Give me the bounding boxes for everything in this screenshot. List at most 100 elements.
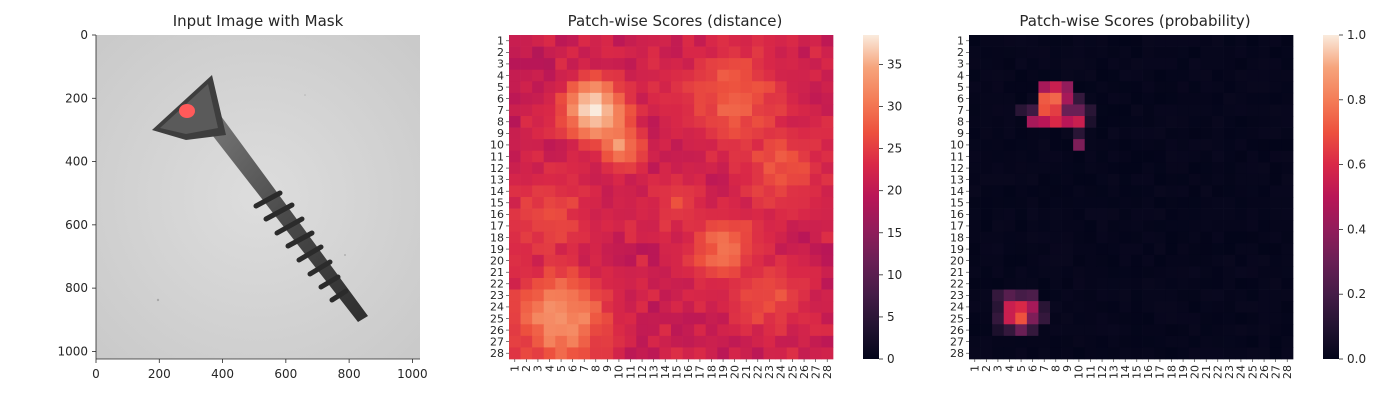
heatmap-cell	[1200, 69, 1213, 82]
heatmap-row-label: 26	[490, 324, 504, 337]
heatmap-cell	[1177, 301, 1190, 314]
heatmap-cell	[1188, 278, 1201, 290]
heatmap-row-label: 24	[490, 301, 504, 314]
heatmap-cell	[1200, 301, 1213, 314]
heatmap-cell	[1154, 139, 1167, 152]
heatmap-cell	[566, 347, 579, 360]
heatmap-cell	[671, 289, 683, 302]
heatmap-cell	[682, 173, 695, 186]
heatmap-cell	[1223, 162, 1236, 175]
heatmap-cell	[636, 139, 649, 152]
heatmap-cell	[578, 231, 591, 244]
heatmap-row-label: 19	[490, 243, 504, 256]
heatmap-cell	[1258, 58, 1271, 71]
heatmap-cell	[578, 58, 591, 71]
distance-col-labels: 1234567891011121314151617181920212223242…	[509, 359, 834, 379]
heatmap-cell	[992, 266, 1005, 279]
heatmap-cell	[509, 254, 521, 267]
heatmap-cell	[969, 301, 981, 314]
heatmap-cell	[1119, 231, 1132, 244]
heatmap-cell	[1177, 185, 1190, 198]
heatmap-cell	[647, 92, 660, 105]
heatmap-cell	[1003, 208, 1016, 221]
heatmap-cell	[752, 278, 764, 290]
heatmap-cell	[1269, 289, 1282, 302]
heatmap-row-label: 3	[957, 58, 964, 71]
heatmap-cell	[671, 278, 683, 290]
heatmap-cell	[992, 335, 1005, 348]
heatmap-cell	[1096, 254, 1109, 267]
heatmap-cell	[763, 116, 776, 128]
heatmap-cell	[543, 139, 556, 152]
heatmap-cell	[1107, 266, 1120, 279]
heatmap-cell	[1281, 104, 1294, 117]
heatmap-cell	[671, 254, 683, 267]
heatmap-cell	[647, 173, 660, 186]
heatmap-cell	[775, 254, 788, 267]
heatmap-cell	[1061, 173, 1074, 186]
heatmap-cell	[1096, 58, 1109, 71]
heatmap-cell	[1212, 92, 1224, 105]
heatmap-cell	[578, 347, 591, 360]
heatmap-cell	[636, 81, 649, 94]
heatmap-cell	[1050, 324, 1062, 337]
heatmap-cell	[1165, 347, 1178, 360]
heatmap-cell	[566, 312, 579, 325]
heatmap-cell	[1119, 35, 1132, 47]
heatmap-cell	[1050, 139, 1062, 152]
heatmap-cell	[636, 231, 649, 244]
heatmap-cell	[809, 35, 822, 47]
heatmap-cell	[1258, 266, 1271, 279]
heatmap-cell	[1281, 335, 1294, 348]
heatmap-row-label: 10	[490, 139, 504, 152]
heatmap-cell	[1015, 347, 1028, 360]
heatmap-cell	[694, 208, 707, 221]
heatmap-cell	[532, 208, 545, 221]
heatmap-cell	[520, 254, 533, 267]
heatmap-cell	[543, 243, 556, 256]
heatmap-cell	[1269, 324, 1282, 337]
heatmap-cell	[969, 324, 981, 337]
heatmap-cell	[1165, 266, 1178, 279]
heatmap-cell	[1258, 347, 1271, 360]
heatmap-cell	[1165, 127, 1178, 140]
distance-heatmap	[509, 35, 834, 360]
heatmap-cell	[578, 301, 591, 314]
heatmap-cell	[1188, 92, 1201, 105]
heatmap-cell	[740, 162, 753, 175]
heatmap-cell	[613, 254, 626, 267]
heatmap-cell	[1038, 266, 1051, 279]
heatmap-cell	[659, 69, 672, 82]
heatmap-cell	[728, 58, 741, 71]
heatmap-cell	[821, 243, 834, 256]
heatmap-cell	[636, 243, 649, 256]
heatmap-cell	[1131, 69, 1143, 82]
heatmap-cell	[1107, 231, 1120, 244]
heatmap-cell	[1258, 208, 1271, 221]
heatmap-cell	[1246, 116, 1259, 128]
heatmap-cell	[1131, 254, 1143, 267]
heatmap-cell	[1061, 254, 1074, 267]
heatmap-row-label: 26	[950, 324, 964, 337]
heatmap-cell	[1269, 266, 1282, 279]
heatmap-cell	[1200, 35, 1213, 47]
heatmap-cell	[1212, 35, 1224, 47]
heatmap-cell	[1258, 150, 1271, 163]
heatmap-cell	[1131, 231, 1143, 244]
heatmap-row-label: 23	[490, 289, 504, 302]
heatmap-cell	[532, 173, 545, 186]
heatmap-cell	[1165, 254, 1178, 267]
heatmap-cell	[1235, 301, 1248, 314]
heatmap-cell	[980, 220, 993, 233]
heatmap-cell	[1246, 150, 1259, 163]
heatmap-cell	[590, 185, 602, 198]
heatmap-cell	[694, 266, 707, 279]
heatmap-cell	[613, 58, 626, 71]
heatmap-cell	[532, 35, 545, 47]
heatmap-cell	[1003, 173, 1016, 186]
heatmap-cell	[752, 312, 764, 325]
heatmap-cell	[763, 220, 776, 233]
heatmap-cell	[1003, 150, 1016, 163]
heatmap-cell	[752, 46, 764, 59]
heatmap-cell	[682, 289, 695, 302]
